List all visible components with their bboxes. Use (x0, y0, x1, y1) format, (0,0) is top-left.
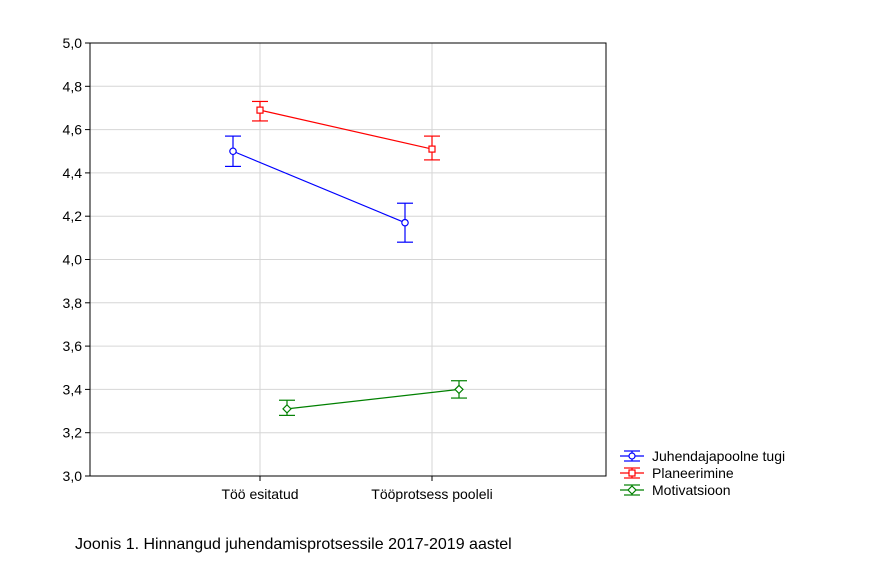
grid-lines (90, 43, 606, 476)
y-tick-label: 3,4 (63, 381, 83, 397)
legend-item: Juhendajapoolne tugi (620, 448, 785, 464)
y-tick-label: 3,2 (63, 425, 83, 441)
data-point (229, 147, 237, 156)
data-point (428, 145, 436, 153)
y-tick-label: 4,6 (63, 122, 83, 138)
y-tick-label: 3,0 (63, 468, 83, 484)
legend-label: Juhendajapoolne tugi (652, 448, 785, 464)
figure-caption: Joonis 1. Hinnangud juhendamisprotsessil… (75, 536, 512, 553)
x-axis: Töö esitatud Tööprotsess pooleli (221, 476, 493, 502)
legend-item: Planeerimine (620, 465, 734, 481)
legend-item: Motivatsioon (620, 482, 731, 498)
y-tick-label: 4,2 (63, 208, 83, 224)
series-line (286, 388, 460, 410)
data-point (282, 404, 292, 414)
y-tick-label: 4,8 (63, 78, 83, 94)
y-tick-label: 5,0 (63, 35, 83, 51)
legend-marker (628, 452, 636, 460)
y-tick-label: 3,6 (63, 338, 83, 354)
legend-marker (627, 485, 637, 495)
legend-label: Planeerimine (652, 465, 734, 481)
series-1 (252, 100, 440, 161)
data-point (401, 218, 409, 227)
legend-label: Motivatsioon (652, 482, 731, 498)
y-axis: 3,0 3,2 3,4 3,6 3,8 4,0 4,2 4,4 4,6 4,8 5,0 (63, 35, 90, 484)
data-point (454, 384, 464, 395)
series-0 (225, 135, 413, 243)
legend-marker (628, 469, 636, 477)
series-2 (279, 380, 467, 416)
series-layer (225, 100, 467, 416)
y-tick-label: 4,0 (63, 252, 83, 268)
series-line (259, 109, 433, 150)
y-tick-label: 3,8 (63, 295, 83, 311)
series-line (232, 150, 406, 224)
legend: Juhendajapoolne tugiPlaneerimineMotivats… (620, 448, 785, 498)
x-tick-label: Tööprotsess pooleli (371, 486, 492, 502)
y-tick-label: 4,4 (63, 165, 83, 181)
data-point (256, 106, 264, 114)
x-tick-label: Töö esitatud (221, 486, 298, 502)
